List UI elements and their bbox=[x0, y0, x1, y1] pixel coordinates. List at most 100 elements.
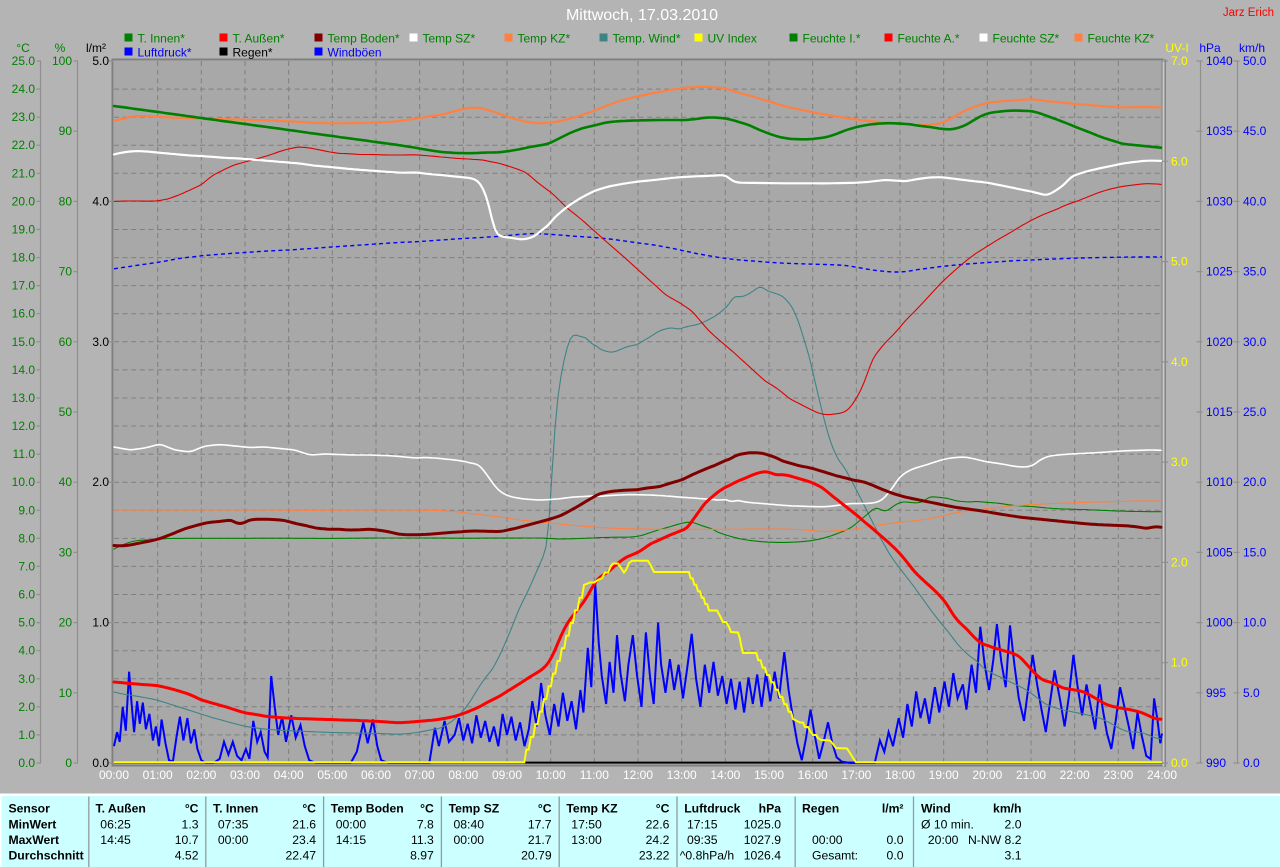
svg-text:0.0: 0.0 bbox=[92, 756, 109, 770]
svg-text:1040: 1040 bbox=[1206, 54, 1233, 68]
svg-text:Windböen: Windböen bbox=[328, 46, 382, 60]
svg-text:1015: 1015 bbox=[1206, 405, 1233, 419]
svg-text:4.0: 4.0 bbox=[18, 644, 35, 658]
svg-text:23:00: 23:00 bbox=[1103, 768, 1133, 782]
svg-text:km/h: km/h bbox=[993, 802, 1021, 816]
svg-text:11.0: 11.0 bbox=[13, 447, 36, 461]
svg-text:°C: °C bbox=[538, 802, 552, 816]
svg-text:18.0: 18.0 bbox=[12, 251, 36, 265]
svg-text:N-NW 8.2: N-NW 8.2 bbox=[968, 833, 1022, 847]
svg-text:23.4: 23.4 bbox=[292, 833, 316, 847]
svg-text:70: 70 bbox=[59, 265, 73, 279]
svg-text:04:00: 04:00 bbox=[274, 768, 304, 782]
svg-text:20.79: 20.79 bbox=[521, 849, 552, 863]
svg-text:8.97: 8.97 bbox=[410, 849, 434, 863]
svg-text:08:40: 08:40 bbox=[454, 818, 485, 832]
svg-text:Temp KZ: Temp KZ bbox=[566, 802, 618, 816]
svg-text:45.0: 45.0 bbox=[1243, 124, 1267, 138]
svg-text:4.52: 4.52 bbox=[175, 849, 199, 863]
svg-text:Temp. Wind*: Temp. Wind* bbox=[613, 32, 681, 46]
svg-text:23.0: 23.0 bbox=[12, 110, 36, 124]
svg-text:13:00: 13:00 bbox=[571, 833, 602, 847]
svg-text:Temp SZ*: Temp SZ* bbox=[423, 32, 476, 46]
svg-text:13.0: 13.0 bbox=[12, 391, 36, 405]
svg-text:1.0: 1.0 bbox=[18, 728, 35, 742]
svg-text:19.0: 19.0 bbox=[12, 222, 36, 236]
svg-text:40.0: 40.0 bbox=[1243, 194, 1267, 208]
svg-text:12:00: 12:00 bbox=[623, 768, 653, 782]
svg-text:^0.8hPa/h: ^0.8hPa/h bbox=[680, 849, 735, 863]
svg-text:30: 30 bbox=[59, 545, 73, 559]
svg-text:Wind: Wind bbox=[921, 802, 951, 816]
svg-text:Mittwoch, 17.03.2010: Mittwoch, 17.03.2010 bbox=[566, 7, 718, 24]
svg-text:25.0: 25.0 bbox=[1243, 405, 1267, 419]
svg-text:0.0: 0.0 bbox=[887, 833, 904, 847]
svg-text:03:00: 03:00 bbox=[230, 768, 260, 782]
svg-text:40: 40 bbox=[59, 475, 73, 489]
svg-text:°C: °C bbox=[302, 802, 316, 816]
svg-text:5.0: 5.0 bbox=[1171, 255, 1188, 269]
svg-text:6.0: 6.0 bbox=[18, 588, 35, 602]
svg-text:00:00: 00:00 bbox=[812, 833, 843, 847]
svg-text:00:00: 00:00 bbox=[218, 833, 249, 847]
svg-text:5.0: 5.0 bbox=[1243, 686, 1260, 700]
svg-text:21:00: 21:00 bbox=[1016, 768, 1046, 782]
svg-text:1025.0: 1025.0 bbox=[744, 818, 781, 832]
svg-text:T. Außen: T. Außen bbox=[96, 802, 146, 816]
svg-text:Temp Boden*: Temp Boden* bbox=[328, 32, 400, 46]
svg-text:14:00: 14:00 bbox=[710, 768, 740, 782]
svg-text:MaxWert: MaxWert bbox=[9, 833, 60, 847]
svg-text:995: 995 bbox=[1206, 686, 1226, 700]
svg-text:23.22: 23.22 bbox=[639, 849, 670, 863]
svg-text:Ø 10 min.: Ø 10 min. bbox=[921, 818, 974, 832]
svg-text:Regen*: Regen* bbox=[233, 46, 273, 60]
svg-text:20: 20 bbox=[59, 616, 73, 630]
svg-text:1030: 1030 bbox=[1206, 194, 1233, 208]
svg-text:10:00: 10:00 bbox=[536, 768, 566, 782]
svg-text:24:00: 24:00 bbox=[1147, 768, 1177, 782]
svg-text:17:15: 17:15 bbox=[687, 818, 718, 832]
svg-text:22.0: 22.0 bbox=[12, 138, 36, 152]
svg-text:T. Innen*: T. Innen* bbox=[138, 32, 186, 46]
svg-text:20:00: 20:00 bbox=[928, 833, 959, 847]
svg-text:1.0: 1.0 bbox=[1171, 656, 1188, 670]
svg-text:3.0: 3.0 bbox=[92, 335, 109, 349]
svg-text:Feuchte KZ*: Feuchte KZ* bbox=[1088, 32, 1155, 46]
svg-text:Luftdruck: Luftdruck bbox=[684, 802, 740, 816]
svg-text:35.0: 35.0 bbox=[1243, 265, 1267, 279]
svg-text:UV-I: UV-I bbox=[1165, 41, 1188, 55]
svg-text:1.3: 1.3 bbox=[182, 818, 199, 832]
svg-text:01:00: 01:00 bbox=[143, 768, 173, 782]
svg-text:5.0: 5.0 bbox=[18, 616, 35, 630]
svg-text:0.0: 0.0 bbox=[887, 849, 904, 863]
svg-text:21.0: 21.0 bbox=[12, 166, 36, 180]
svg-text:15.0: 15.0 bbox=[1243, 545, 1267, 559]
svg-text:UV Index: UV Index bbox=[708, 32, 757, 46]
svg-text:990: 990 bbox=[1206, 756, 1226, 770]
svg-text:°C: °C bbox=[656, 802, 670, 816]
svg-text:20:00: 20:00 bbox=[972, 768, 1002, 782]
svg-text:2.0: 2.0 bbox=[92, 475, 109, 489]
svg-text:l/m²: l/m² bbox=[882, 802, 904, 816]
svg-text:3.1: 3.1 bbox=[1005, 849, 1022, 863]
svg-text:05:00: 05:00 bbox=[317, 768, 347, 782]
svg-text:10.0: 10.0 bbox=[1243, 616, 1267, 630]
svg-text:1.0: 1.0 bbox=[92, 616, 109, 630]
svg-text:10: 10 bbox=[59, 686, 73, 700]
svg-text:10.7: 10.7 bbox=[175, 833, 199, 847]
svg-text:17.7: 17.7 bbox=[528, 818, 552, 832]
svg-text:T. Außen*: T. Außen* bbox=[233, 32, 285, 46]
svg-text:08:00: 08:00 bbox=[448, 768, 478, 782]
svg-text:22.6: 22.6 bbox=[646, 818, 670, 832]
svg-text:T. Innen: T. Innen bbox=[213, 802, 258, 816]
svg-text:22.47: 22.47 bbox=[286, 849, 317, 863]
svg-text:09:00: 09:00 bbox=[492, 768, 522, 782]
svg-text:07:00: 07:00 bbox=[405, 768, 435, 782]
svg-text:17.0: 17.0 bbox=[12, 279, 36, 293]
svg-text:°C: °C bbox=[185, 802, 199, 816]
svg-text:2.0: 2.0 bbox=[1005, 818, 1022, 832]
svg-text:0.0: 0.0 bbox=[1171, 756, 1188, 770]
svg-text:3.0: 3.0 bbox=[1171, 455, 1188, 469]
svg-text:16:00: 16:00 bbox=[798, 768, 828, 782]
svg-text:17:00: 17:00 bbox=[841, 768, 871, 782]
